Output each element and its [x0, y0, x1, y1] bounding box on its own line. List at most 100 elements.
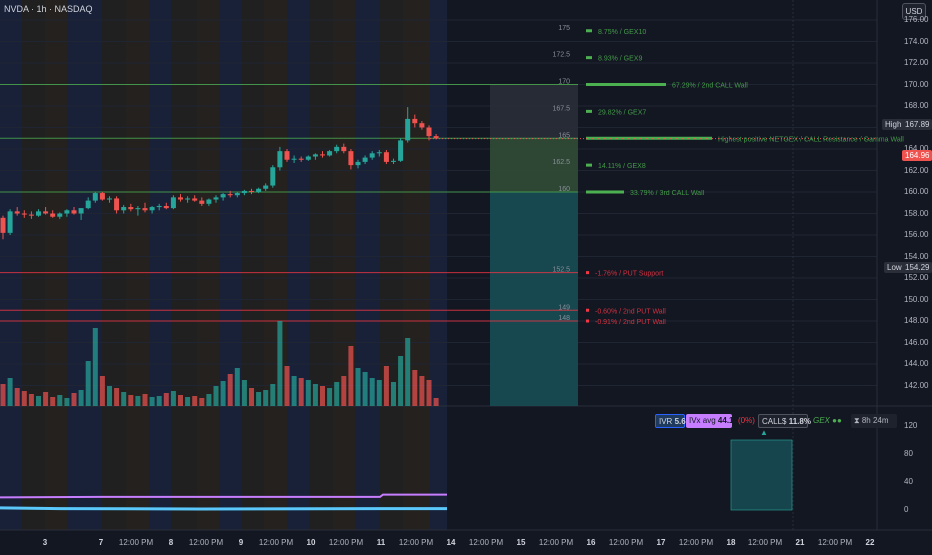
- candle-body: [277, 151, 283, 168]
- volume-bar: [178, 395, 183, 406]
- volume-bar: [28, 394, 34, 406]
- session-band: [149, 0, 171, 530]
- candle-body: [99, 193, 105, 200]
- price-tick-label: 168.00: [904, 101, 929, 110]
- volume-bar: [213, 386, 219, 406]
- candle-body: [28, 214, 34, 216]
- ivx-label: IVx avg: [689, 416, 716, 425]
- candle-body: [263, 185, 269, 189]
- indicator-tick-label: 0: [904, 505, 909, 514]
- level-strike-label: 172.5: [552, 52, 570, 59]
- volume-bar: [320, 386, 325, 406]
- indicator-tick-label: 40: [904, 477, 913, 486]
- volume-bar: [426, 380, 432, 406]
- candle-body: [213, 197, 219, 200]
- session-band: [126, 0, 149, 530]
- candle-body: [376, 152, 382, 154]
- time-tick-label: 17: [656, 538, 666, 547]
- candle-body: [405, 118, 411, 141]
- candle-body: [206, 199, 212, 204]
- volume-bar: [199, 398, 205, 406]
- volume-bar: [163, 393, 169, 406]
- time-tick-label: 18: [726, 538, 736, 547]
- level-strike-label: 162.5: [552, 159, 570, 166]
- volume-bar: [7, 378, 13, 406]
- time-tick-label: 12:00 PM: [398, 538, 434, 547]
- candle-body: [291, 158, 297, 160]
- volume-bar: [270, 384, 276, 406]
- candle-body: [192, 198, 198, 201]
- indicator-tick-label: 120: [904, 421, 918, 430]
- iv-line: [0, 506, 447, 511]
- level-text: -1.76% / PUT Support: [595, 271, 663, 278]
- candle-body: [334, 146, 340, 152]
- candle-body: [170, 197, 176, 209]
- volume-bar: [149, 397, 155, 406]
- session-band: [102, 0, 126, 530]
- volume-bar: [220, 381, 226, 406]
- volume-bar: [78, 390, 84, 406]
- price-tick-label: 152.00: [904, 273, 929, 282]
- candle-body: [426, 127, 432, 137]
- price-tick-label: 160.00: [904, 187, 929, 196]
- price-tick-label: 150.00: [904, 294, 929, 304]
- gex-dot-icon: ●: [832, 416, 837, 425]
- candle-body: [135, 208, 141, 210]
- time-tick-label: 21: [795, 538, 805, 547]
- candle-body: [369, 153, 375, 158]
- candle-body: [256, 188, 262, 192]
- level-bar: [586, 271, 589, 275]
- level-strike-label: 167.5: [552, 105, 570, 112]
- high-value: 167.89: [902, 119, 932, 130]
- symbol-title: NVDA · 1h · NASDAQ: [4, 4, 93, 14]
- time-tick-label: 12:00 PM: [538, 538, 574, 547]
- level-bar: [586, 109, 592, 113]
- candle-body: [14, 211, 20, 214]
- candle-body: [78, 208, 84, 214]
- candle-body: [383, 152, 389, 162]
- price-tick-label: 162.00: [904, 165, 929, 175]
- candle-body: [305, 156, 311, 160]
- level-bar: [586, 29, 592, 33]
- price-tick-label: 172.00: [904, 58, 929, 67]
- level-text: 8.93% / GEX9: [598, 56, 642, 63]
- session-band: [242, 0, 264, 530]
- candle-body: [21, 213, 27, 215]
- session-band: [171, 0, 197, 530]
- volume-bar: [14, 388, 20, 406]
- timer-badge: ⧗ 8h 24m: [851, 414, 897, 428]
- volume-bar: [50, 397, 56, 406]
- timer-value: 8h 24m: [861, 416, 889, 425]
- volume-bar: [21, 391, 27, 406]
- candle-body: [412, 118, 418, 124]
- volume-bar: [114, 388, 120, 406]
- time-tick-label: 12:00 PM: [328, 538, 364, 547]
- candle-body: [43, 211, 49, 214]
- candle-body: [107, 198, 112, 200]
- volume-bar: [92, 328, 98, 406]
- volume-bar: [241, 380, 247, 406]
- candle-body: [199, 200, 205, 204]
- volume-bar: [121, 392, 127, 406]
- session-band: [67, 0, 102, 530]
- session-band: [403, 0, 430, 530]
- zone-box-green: [490, 138, 578, 192]
- level-bar: [586, 308, 589, 312]
- time-tick-label: 12:00 PM: [188, 538, 224, 547]
- volume-bar: [249, 388, 254, 406]
- candle-body: [227, 194, 233, 196]
- currency-button[interactable]: USD: [902, 3, 926, 20]
- ivx-badge: IVx avg 44.1: [686, 414, 734, 428]
- volume-bar: [405, 338, 411, 406]
- candle-body: [241, 190, 247, 194]
- volume-bar: [256, 392, 262, 406]
- time-tick-label: 16: [586, 538, 596, 547]
- level-strike-label: 160: [558, 186, 570, 193]
- candle-body: [50, 213, 56, 217]
- volume-bar: [419, 376, 425, 406]
- candle-body: [298, 158, 304, 160]
- volume-bar: [107, 386, 112, 406]
- candle-body: [391, 160, 396, 162]
